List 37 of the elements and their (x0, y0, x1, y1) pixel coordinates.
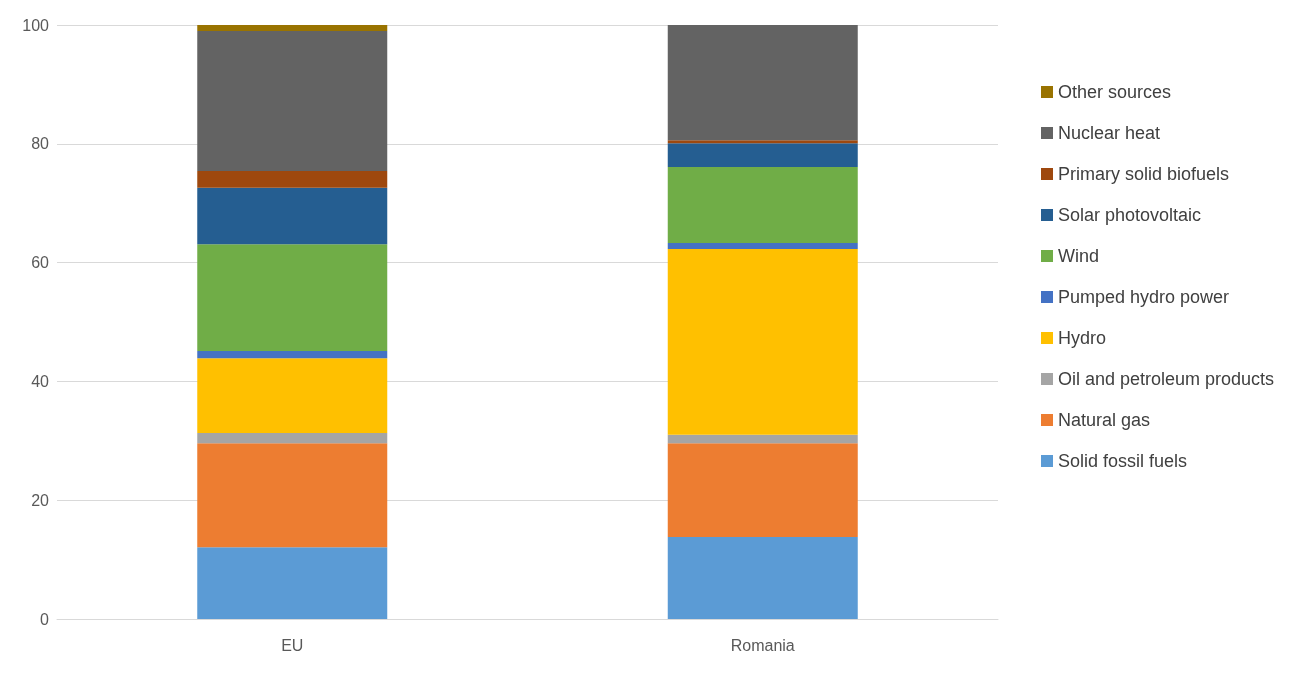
y-tick-label: 0 (40, 610, 50, 628)
y-tick-label: 60 (31, 254, 50, 272)
bar (667, 166, 858, 243)
bar (667, 243, 858, 249)
bar (197, 433, 388, 444)
legend-label: Pumped hydro power (1058, 287, 1230, 307)
legend-label: Wind (1058, 246, 1100, 266)
y-tick-label: 40 (31, 372, 50, 390)
bar (197, 187, 388, 245)
bar (197, 25, 388, 31)
bar (667, 140, 858, 144)
bar (667, 443, 858, 538)
bar (667, 25, 858, 141)
legend-label: Natural gas (1058, 410, 1151, 430)
bar (667, 434, 858, 444)
bar (197, 358, 388, 434)
y-tick-label: 80 (31, 135, 50, 153)
bar (667, 248, 858, 435)
legend-label: Nuclear heat (1058, 123, 1161, 143)
y-tick-label: 100 (22, 16, 50, 34)
bar (197, 171, 388, 188)
legend-label: Solar photovoltaic (1058, 205, 1202, 225)
legend-label: Hydro (1058, 328, 1107, 348)
bar (197, 547, 388, 619)
bar (197, 443, 388, 548)
bar (197, 351, 388, 359)
legend-label: Oil and petroleum products (1058, 369, 1275, 389)
bar (667, 143, 858, 167)
x-tick-label: EU (281, 636, 304, 654)
x-tick-label: Romania (730, 636, 795, 654)
legend-label: Solid fossil fuels (1058, 451, 1188, 471)
legend-label: Other sources (1058, 82, 1172, 102)
y-tick-label: 20 (31, 491, 50, 509)
bar (197, 244, 388, 352)
bar (667, 537, 858, 619)
bar (197, 30, 388, 172)
legend-label: Primary solid biofuels (1058, 164, 1230, 184)
